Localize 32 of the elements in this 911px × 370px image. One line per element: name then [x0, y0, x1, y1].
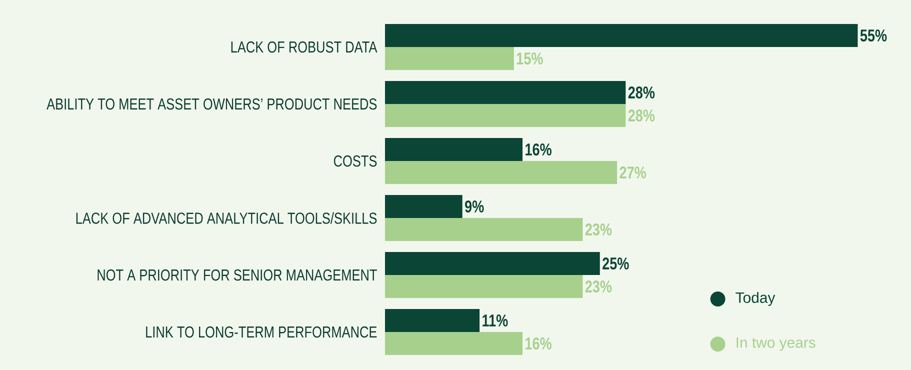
bar — [385, 332, 523, 356]
bar — [385, 309, 480, 332]
bar — [385, 81, 626, 104]
data-label: 16% — [526, 144, 552, 156]
data-label: 23% — [585, 223, 612, 236]
data-label: 25% — [602, 258, 629, 270]
bar — [385, 24, 858, 48]
data-label: 11% — [482, 314, 508, 326]
data-label: 16% — [526, 338, 552, 350]
data-label: 55% — [860, 30, 887, 42]
y-tick-label: LINK TO LONG-TERM PERFORMANCE — [146, 326, 377, 338]
bar — [385, 252, 600, 276]
bar — [385, 161, 618, 184]
data-label: 23% — [585, 280, 612, 293]
y-tick-label: NOT A PRIORITY FOR SENIOR MANAGEMENT — [98, 269, 377, 281]
legend-label: Today — [736, 292, 776, 306]
y-tick-label: COSTS — [334, 155, 377, 167]
bar — [385, 195, 462, 218]
y-tick-label: ABILITY TO MEET ASSET OWNERS’ PRODUCT NEEDS — [46, 98, 377, 110]
legend-label: In two years — [736, 337, 816, 351]
data-label: 27% — [620, 166, 646, 178]
data-label: 9% — [465, 200, 484, 213]
bar — [385, 275, 583, 298]
y-tick-label: LACK OF ROBUST DATA — [231, 41, 378, 53]
data-label: 28% — [628, 86, 655, 99]
y-tick-label: LACK OF ADVANCED ANALYTICAL TOOLS/SKILLS — [76, 212, 377, 224]
bar — [385, 104, 626, 128]
data-label: 28% — [628, 110, 655, 122]
bar — [385, 138, 523, 162]
bar — [385, 47, 514, 70]
bar — [385, 218, 583, 242]
data-label: 15% — [516, 52, 543, 64]
